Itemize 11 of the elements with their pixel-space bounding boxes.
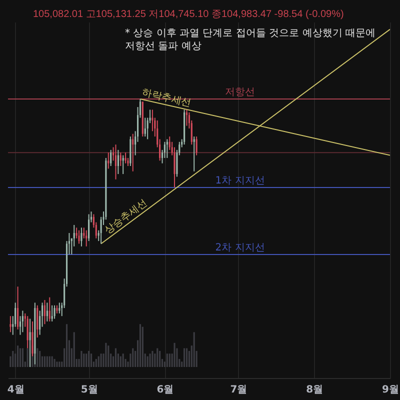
- ref-line-label: 저항선: [225, 87, 255, 98]
- x-tick-label: 7월: [230, 384, 248, 396]
- ref-line-label: 2차 지지선: [215, 242, 265, 254]
- x-tick-label: 4월: [7, 384, 24, 396]
- x-tick-label: 9월: [382, 384, 399, 396]
- x-tick-label: 6월: [156, 384, 174, 396]
- chart-subtitle: 105,082.01 고105,131.25 저104,745.10 종104,983.47 -98.54 (-0.09%): [33, 9, 344, 20]
- text: * 상승 이후 과열 단계로 접어들 것으로 예상했기 때문에 저항선 돌파 예상: [125, 28, 376, 52]
- ref-line-label: 1차 지지선: [215, 175, 265, 186]
- x-tick-label: 5월: [80, 384, 98, 396]
- x-tick-label: 8월: [306, 384, 324, 396]
